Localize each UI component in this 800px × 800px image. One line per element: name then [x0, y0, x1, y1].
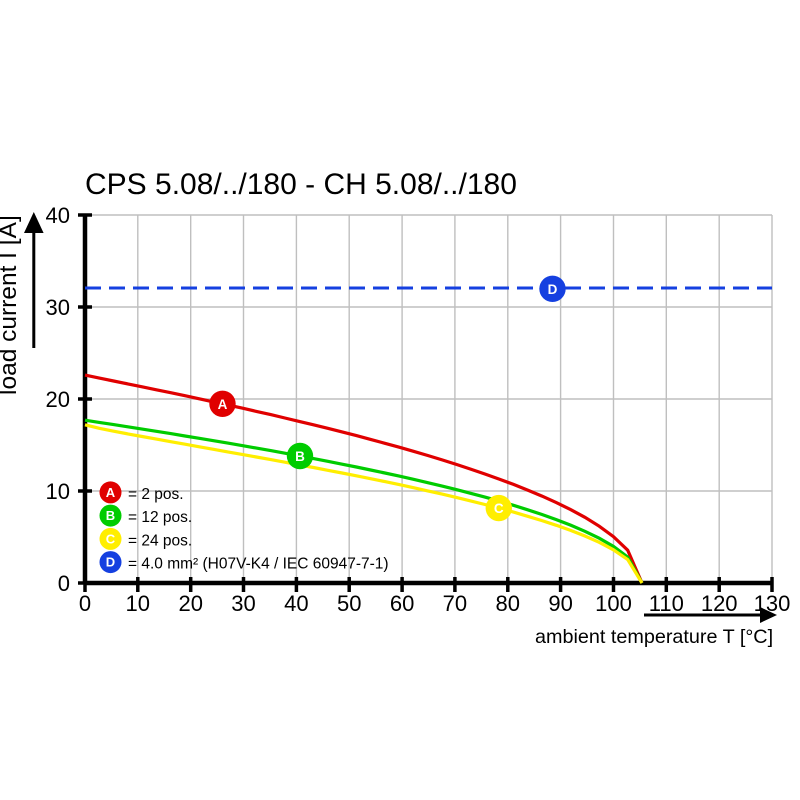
svg-text:0: 0 — [79, 591, 91, 616]
svg-text:40: 40 — [46, 203, 70, 228]
svg-text:80: 80 — [496, 591, 520, 616]
svg-text:= 2 pos.: = 2 pos. — [128, 486, 184, 503]
svg-text:10: 10 — [46, 479, 70, 504]
svg-text:20: 20 — [178, 591, 202, 616]
svg-text:110: 110 — [649, 591, 684, 616]
svg-text:50: 50 — [337, 591, 361, 616]
svg-text:70: 70 — [443, 591, 467, 616]
svg-text:20: 20 — [46, 387, 70, 412]
svg-text:130: 130 — [754, 591, 791, 616]
svg-text:40: 40 — [284, 591, 308, 616]
svg-text:load current I [A]: load current I [A] — [0, 215, 22, 395]
svg-text:ambient temperature T [°C]: ambient temperature T [°C] — [535, 626, 773, 648]
svg-text:= 12 pos.: = 12 pos. — [128, 509, 192, 526]
svg-text:C: C — [494, 501, 504, 516]
svg-text:= 24 pos.: = 24 pos. — [128, 533, 192, 550]
svg-text:A: A — [218, 397, 228, 412]
svg-text:30: 30 — [46, 295, 70, 320]
svg-text:C: C — [106, 532, 116, 547]
svg-text:D: D — [548, 282, 558, 297]
svg-text:60: 60 — [390, 591, 414, 616]
svg-text:30: 30 — [231, 591, 255, 616]
svg-text:D: D — [106, 555, 115, 570]
svg-text:10: 10 — [126, 591, 150, 616]
svg-text:100: 100 — [595, 591, 632, 616]
svg-text:90: 90 — [548, 591, 572, 616]
svg-text:B: B — [295, 449, 305, 464]
svg-text:A: A — [106, 485, 116, 500]
svg-text:120: 120 — [701, 591, 738, 616]
svg-text:0: 0 — [58, 571, 70, 596]
svg-text:CPS 5.08/../180 - CH 5.08/../1: CPS 5.08/../180 - CH 5.08/../180 — [85, 168, 517, 201]
svg-text:B: B — [106, 508, 115, 523]
svg-text:= 4.0 mm² (H07V-K4 / IEC 60947: = 4.0 mm² (H07V-K4 / IEC 60947-7-1) — [128, 556, 389, 573]
